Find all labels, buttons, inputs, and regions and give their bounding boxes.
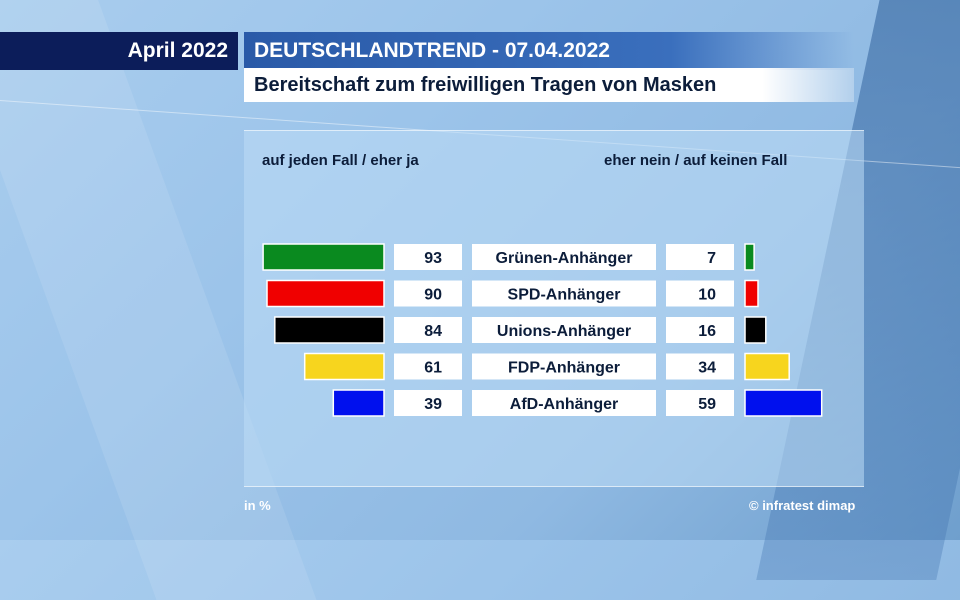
- bar-yes: [332, 389, 385, 417]
- column-header-yes: auf jeden Fall / eher ja: [262, 152, 419, 169]
- category-label: FDP-Anhänger: [508, 360, 620, 377]
- column-header-no: eher nein / auf keinen Fall: [604, 152, 788, 169]
- bar-no: [744, 389, 823, 417]
- value-box-yes: [394, 317, 462, 343]
- value-label-yes: 93: [424, 250, 442, 267]
- chart-row: 61 FDP-Anhänger 34: [303, 352, 790, 381]
- trend-text: DEUTSCHLANDTREND - 07.04.2022: [254, 39, 610, 62]
- value-label-no: 59: [698, 396, 716, 413]
- chart-row: 90 SPD-Anhänger 10: [266, 279, 759, 308]
- value-label-yes: 84: [424, 323, 442, 340]
- bar-no: [744, 279, 759, 308]
- value-box-yes: [394, 390, 462, 416]
- date-text: April 2022: [127, 39, 228, 62]
- source-label: © infratest dimap: [749, 498, 856, 513]
- category-box: [472, 244, 656, 270]
- category-label: Unions-Anhänger: [497, 323, 631, 340]
- category-label: SPD-Anhänger: [508, 287, 621, 304]
- value-box-no: [666, 390, 734, 416]
- value-box-yes: [394, 353, 462, 380]
- chart-row: 84 Unions-Anhänger 16: [274, 316, 767, 344]
- chart-row: 39 AfD-Anhänger 59: [332, 389, 823, 417]
- value-label-yes: 61: [424, 360, 442, 377]
- unit-label: in %: [244, 498, 271, 513]
- bar-chart: 93 Grünen-Anhänger 7 90 SPD-Anhänger 10 84 Unio…: [262, 243, 823, 417]
- bar-yes: [274, 316, 385, 344]
- value-box-no: [666, 244, 734, 270]
- category-box: [472, 353, 656, 380]
- category-box: [472, 317, 656, 343]
- bar-no: [744, 316, 767, 344]
- chart-panel: [244, 130, 864, 487]
- value-box-no: [666, 280, 734, 307]
- category-box: [472, 280, 656, 307]
- bar-yes: [266, 279, 385, 308]
- value-box-no: [666, 353, 734, 380]
- value-label-no: 34: [698, 360, 716, 377]
- bar-yes: [303, 352, 385, 381]
- value-box-yes: [394, 280, 462, 307]
- date-label: April 2022: [0, 32, 238, 70]
- category-label: Grünen-Anhänger: [496, 250, 633, 267]
- value-box-no: [666, 317, 734, 343]
- value-label-no: 16: [698, 323, 716, 340]
- value-label-no: 7: [707, 250, 716, 267]
- chart-subtitle: Bereitschaft zum freiwilligen Tragen von…: [244, 68, 854, 102]
- category-box: [472, 390, 656, 416]
- subtitle-text: Bereitschaft zum freiwilligen Tragen von…: [254, 73, 717, 96]
- bar-no: [744, 352, 790, 381]
- value-label-yes: 90: [424, 287, 442, 304]
- chart-row: 93 Grünen-Anhänger 7: [262, 243, 755, 271]
- value-box-yes: [394, 244, 462, 270]
- bar-no: [744, 243, 755, 271]
- trend-title: DEUTSCHLANDTREND - 07.04.2022: [244, 32, 854, 70]
- bar-yes: [262, 243, 385, 271]
- category-label: AfD-Anhänger: [510, 396, 618, 413]
- value-label-no: 10: [698, 287, 716, 304]
- value-label-yes: 39: [424, 396, 442, 413]
